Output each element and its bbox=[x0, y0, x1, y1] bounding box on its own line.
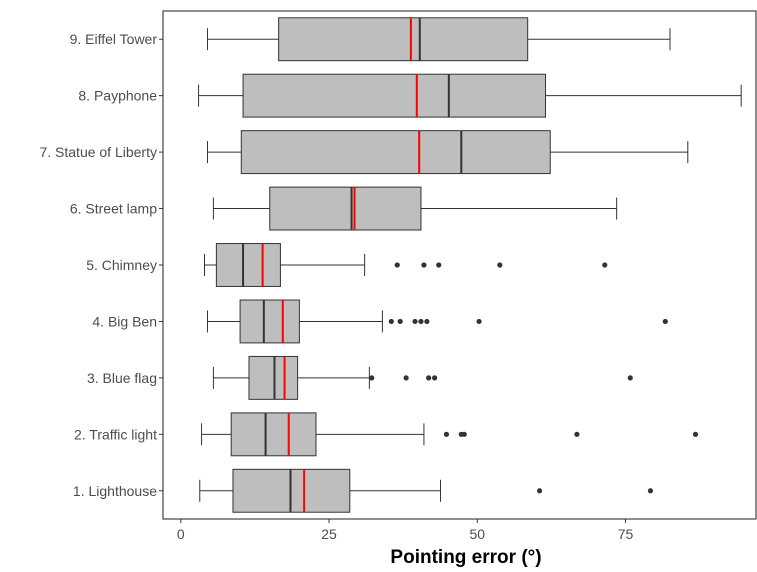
x-tick-label: 50 bbox=[470, 526, 486, 542]
category-label: 4. Big Ben bbox=[92, 313, 157, 329]
box-iqr bbox=[269, 186, 422, 231]
category-labels: 9. Eiffel Tower 8. Payphone 7. Statue of L… bbox=[39, 31, 163, 499]
outlier-point bbox=[627, 375, 633, 381]
outlier-point bbox=[424, 318, 430, 325]
box-iqr bbox=[242, 73, 546, 118]
box-3 bbox=[212, 355, 633, 400]
x-axis-ticks: 0 25 50 75 bbox=[177, 519, 634, 542]
outlier-point bbox=[476, 318, 482, 325]
outlier-point bbox=[418, 318, 424, 325]
x-tick-label: 75 bbox=[618, 526, 634, 542]
box-4 bbox=[206, 299, 668, 344]
outlier-point bbox=[403, 375, 409, 381]
outlier-point bbox=[574, 431, 580, 437]
outlier-point bbox=[431, 375, 438, 381]
outlier-point bbox=[602, 262, 608, 268]
outlier-point bbox=[662, 318, 668, 325]
category-label: 7. Statue of Liberty bbox=[39, 144, 157, 160]
outlier-point bbox=[497, 262, 503, 268]
outlier-point bbox=[412, 318, 418, 325]
box-iqr bbox=[215, 243, 281, 287]
category-label: 5. Chimney bbox=[86, 257, 157, 273]
box-2 bbox=[201, 412, 699, 457]
outlier-point bbox=[647, 488, 654, 494]
outlier-point bbox=[461, 431, 467, 437]
box-iqr bbox=[248, 355, 299, 400]
box-5 bbox=[204, 243, 608, 287]
outlier-point bbox=[692, 431, 699, 437]
outlier-point bbox=[369, 375, 375, 381]
box-iqr bbox=[278, 17, 529, 62]
x-axis-title: Pointing error (°) bbox=[390, 547, 541, 568]
box-iqr bbox=[230, 412, 317, 457]
outlier-point bbox=[443, 431, 450, 437]
outlier-point bbox=[436, 262, 442, 268]
box-iqr bbox=[239, 299, 300, 344]
category-label: 1. Lighthouse bbox=[73, 483, 157, 499]
outlier-point bbox=[536, 488, 543, 494]
x-tick-label: 0 bbox=[177, 526, 185, 542]
box-9 bbox=[206, 17, 671, 62]
category-label: 8. Payphone bbox=[78, 88, 157, 104]
category-label: 2. Traffic light bbox=[74, 426, 157, 442]
x-tick-label: 25 bbox=[321, 526, 337, 542]
category-label: 6. Street lamp bbox=[70, 201, 157, 217]
box-8 bbox=[198, 73, 742, 118]
box-1 bbox=[199, 468, 654, 513]
outlier-point bbox=[397, 318, 403, 325]
box-6 bbox=[212, 186, 618, 231]
category-label: 9. Eiffel Tower bbox=[70, 31, 158, 47]
box-7 bbox=[206, 130, 689, 175]
outlier-point bbox=[426, 375, 432, 381]
outlier-point bbox=[421, 262, 427, 268]
box-iqr bbox=[240, 130, 551, 175]
outlier-point bbox=[394, 262, 400, 268]
category-label: 3. Blue flag bbox=[87, 370, 157, 386]
boxes-group bbox=[198, 17, 742, 513]
outlier-point bbox=[388, 318, 394, 325]
